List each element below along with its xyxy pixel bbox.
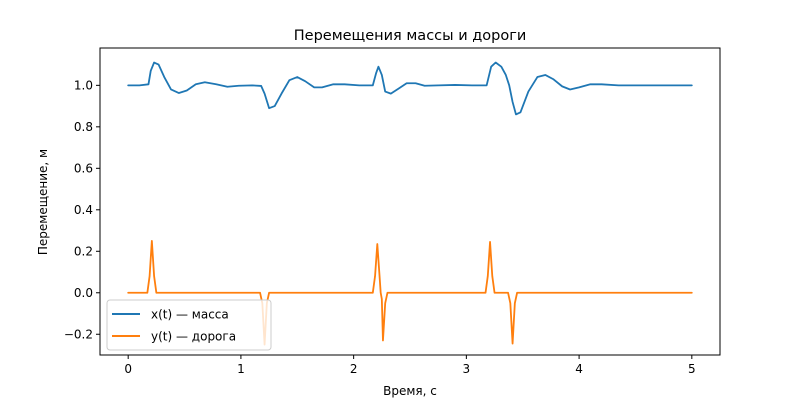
- series-layer: [127, 61, 693, 346]
- chart-title: Перемещения массы и дороги: [294, 28, 527, 44]
- x-axis: 0 1 2 3 4 5: [124, 355, 696, 376]
- x-tick-label: 3: [463, 362, 471, 376]
- legend-box: [106, 299, 272, 351]
- x-tick-label: 5: [688, 362, 696, 376]
- y-tick-label: 0.4: [74, 203, 93, 217]
- y-tick-label: 0.6: [74, 161, 93, 175]
- y-tick-label: 0.2: [74, 244, 93, 258]
- x-tick-label: 1: [237, 362, 245, 376]
- x-tick-label: 4: [575, 362, 583, 376]
- legend-label-mass: x(t) — масса: [151, 308, 229, 322]
- y-tick-label: 0.8: [74, 120, 93, 134]
- legend-label-road: y(t) — дорога: [151, 330, 236, 344]
- y-axis-label: Перемещение, м: [36, 149, 50, 255]
- series-line-1: [127, 240, 693, 346]
- x-axis-label: Время, с: [383, 384, 437, 398]
- y-tick-label: −0.2: [64, 327, 93, 341]
- x-tick-label: 2: [350, 362, 358, 376]
- y-tick-label: 1.0: [74, 78, 93, 92]
- plot-frame: [99, 47, 721, 356]
- x-tick-label: 0: [124, 362, 132, 376]
- legend: x(t) — масса y(t) — дорога: [106, 299, 272, 351]
- series-line-0: [127, 61, 693, 116]
- y-tick-label: 0.0: [74, 286, 93, 300]
- y-axis: −0.2 0.0 0.2 0.4 0.6 0.8 1.0: [64, 78, 100, 341]
